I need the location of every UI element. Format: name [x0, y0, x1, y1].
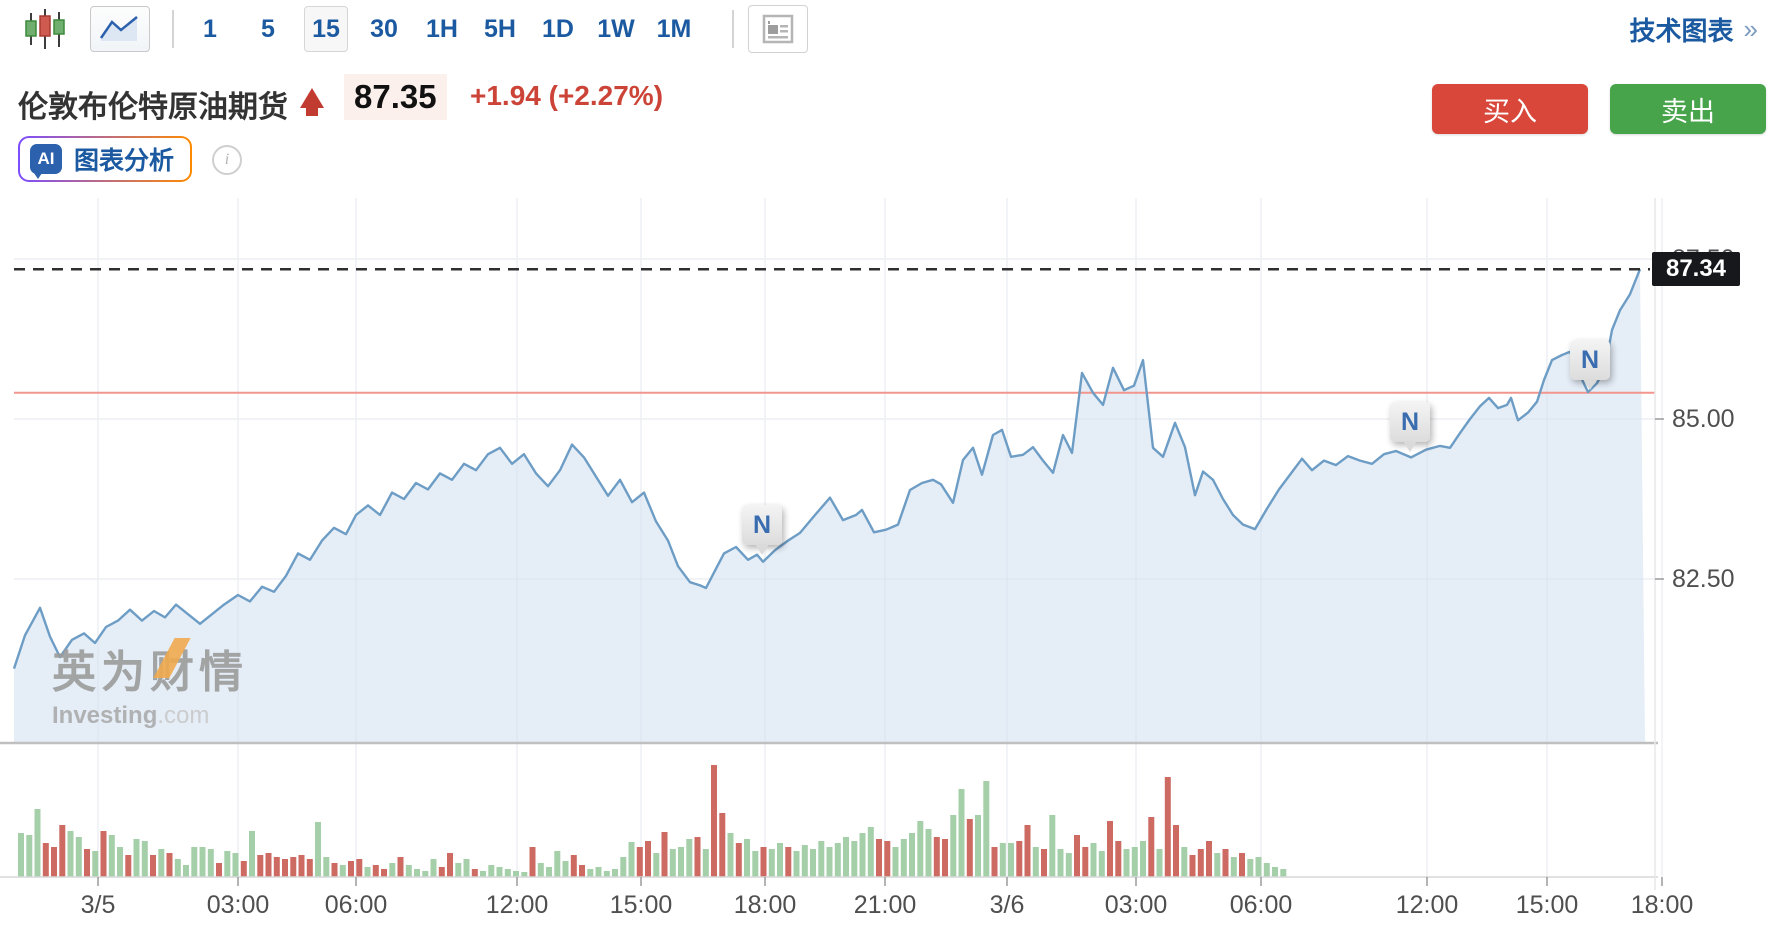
timeframe-button-30[interactable]: 30: [370, 14, 398, 43]
news-icon: [762, 14, 794, 44]
timeframe-button-15[interactable]: 15: [304, 6, 348, 52]
timeframe-button-5H[interactable]: 5H: [484, 14, 516, 43]
timeframe-button-1D[interactable]: 1D: [542, 14, 574, 43]
last-price: 87.35: [344, 74, 447, 120]
timeframe-button-1H[interactable]: 1H: [426, 14, 458, 43]
y-axis-label: 85.00: [1672, 405, 1735, 433]
sell-button[interactable]: 卖出: [1610, 84, 1766, 134]
area-chart-icon[interactable]: [90, 6, 150, 52]
x-axis-label: 03:00: [206, 891, 270, 919]
x-axis-label: 06:00: [1229, 891, 1293, 919]
ai-chip-icon: AI: [30, 144, 62, 179]
price-change: +1.94 (+2.27%): [470, 80, 664, 111]
ai-analysis-row: AI 图表分析 i: [0, 136, 1776, 186]
x-axis-label: 15:00: [1515, 891, 1579, 919]
news-marker[interactable]: N: [742, 505, 782, 555]
x-axis-label: 21:00: [853, 891, 917, 919]
x-axis-label: 18:00: [1630, 891, 1694, 919]
news-marker-pointer: [1403, 441, 1417, 452]
x-axis-label: 3/5: [80, 891, 116, 919]
timeframe-button-1W[interactable]: 1W: [597, 14, 635, 43]
timeframe-buttons: 1 5 15 30 1H 5H 1D 1W 1M: [188, 6, 710, 52]
y-axis-label: 82.50: [1672, 565, 1735, 593]
x-axis-label: 3/6: [989, 891, 1025, 919]
news-marker-pointer: [1583, 379, 1597, 390]
x-axis-label: 15:00: [609, 891, 673, 919]
x-axis-label: 03:00: [1104, 891, 1168, 919]
toolbar-divider: [172, 10, 174, 48]
timeframe-button-1[interactable]: 1: [203, 14, 217, 43]
buy-button[interactable]: 买入: [1432, 84, 1588, 134]
x-axis-label: 06:00: [324, 891, 388, 919]
price-up-arrow-icon: [300, 88, 324, 116]
news-marker[interactable]: N: [1570, 340, 1610, 390]
technical-chart-link[interactable]: 技术图表 »: [1629, 13, 1758, 46]
timeframe-button-5[interactable]: 5: [261, 14, 275, 43]
ai-chart-analysis-button[interactable]: AI 图表分析: [18, 136, 193, 182]
news-marker-pointer: [755, 544, 769, 555]
x-axis-label: 12:00: [1395, 891, 1459, 919]
news-marker[interactable]: N: [1390, 402, 1430, 452]
timeframe-button-1M[interactable]: 1M: [656, 14, 692, 43]
news-panel-button[interactable]: [748, 5, 808, 53]
candlestick-chart-icon[interactable]: [22, 6, 68, 52]
x-axis-label: 18:00: [733, 891, 797, 919]
instrument-header: 伦敦布伦特原油期货 87.35 +1.94 (+2.27%) 买入 卖出: [0, 72, 1776, 136]
instrument-title: 伦敦布伦特原油期货: [18, 91, 288, 124]
last-price-tag: 87.34: [1652, 252, 1740, 287]
toolbar-divider: [732, 10, 734, 48]
x-axis-label: 12:00: [485, 891, 549, 919]
double-chevron-right-icon: »: [1743, 13, 1758, 44]
info-icon[interactable]: i: [212, 145, 242, 175]
chart-toolbar: 1 5 15 30 1H 5H 1D 1W 1M 技术图表 »: [0, 0, 1776, 58]
